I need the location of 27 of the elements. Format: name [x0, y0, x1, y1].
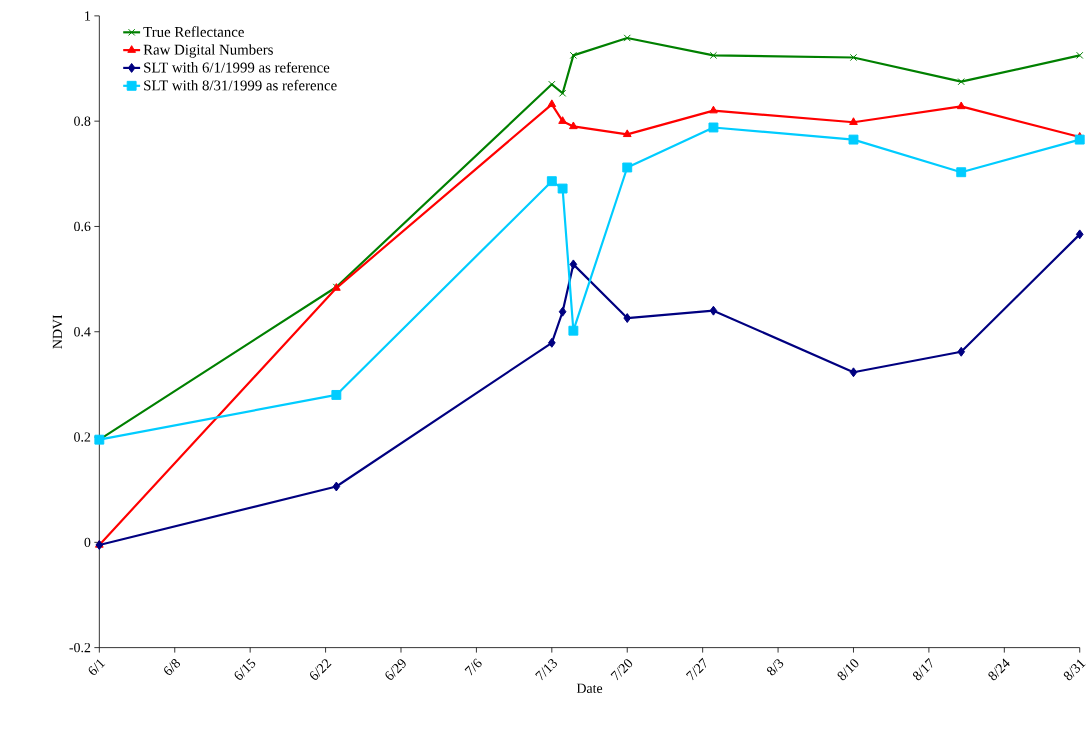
- y-axis-title: NDVI: [52, 314, 63, 349]
- x-tick-label: 8/17: [912, 657, 933, 681]
- x-tick-label: 7/13: [535, 659, 557, 681]
- x-axis-title: Date: [576, 683, 603, 693]
- x-tick-label: 6/29: [385, 659, 406, 680]
- y-tick-label: 0.4: [74, 327, 91, 337]
- x-tick-label: 7/20: [610, 659, 633, 681]
- x-tick-label: 8/3: [767, 659, 784, 676]
- x-tick-label: 6/8: [164, 659, 181, 675]
- y-tick-label: 0.6: [74, 221, 91, 232]
- y-tick-label: 0.2: [74, 432, 91, 442]
- y-tick-label: -0.2: [69, 642, 91, 653]
- x-tick-label: 6/1: [88, 659, 106, 675]
- x-tick-label: 6/15: [234, 658, 256, 680]
- legend-label: True Reflectance: [143, 26, 244, 37]
- x-tick-label: 8/24: [988, 658, 1010, 681]
- legend-label: SLT with 8/31/1999 as reference: [144, 79, 337, 91]
- y-tick-label: 1: [85, 11, 91, 21]
- x-tick-label: 7/27: [685, 657, 706, 681]
- x-tick-label: 7/6: [464, 658, 482, 676]
- legend-label: Raw Digital Numbers: [143, 44, 273, 58]
- x-tick-label: 8/31: [1063, 659, 1086, 681]
- y-tick-label: 0: [84, 537, 91, 547]
- x-tick-label: 6/22: [310, 659, 332, 680]
- y-tick-label: 0.8: [74, 116, 91, 126]
- x-tick-label: 8/10: [837, 659, 859, 681]
- legend-label: SLT with 6/1/1999 as reference: [144, 61, 330, 73]
